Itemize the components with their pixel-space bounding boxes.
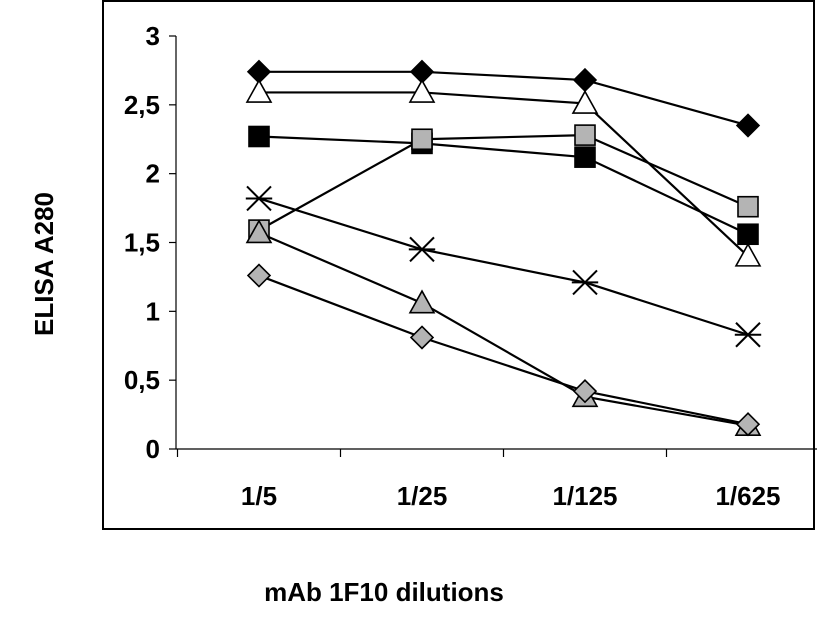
y-axis-ticks: 0 0,5 1 1,5 2 2,5 3 <box>124 21 176 464</box>
data-point <box>735 412 761 437</box>
series-line <box>258 135 749 236</box>
data-point <box>245 219 273 244</box>
data-point <box>737 195 759 218</box>
series-line <box>258 231 749 427</box>
data-point <box>734 322 762 348</box>
data-point <box>574 146 596 168</box>
series-line <box>259 70 749 127</box>
y-tick-label: 0 <box>146 434 160 464</box>
series-line <box>259 91 749 258</box>
x-tick-label: 1/5 <box>241 481 277 511</box>
y-tick-label: 2,5 <box>124 90 160 120</box>
data-point <box>408 289 436 314</box>
data-point <box>245 185 273 212</box>
x-axis-title: mAb 1F10 dilutions <box>264 577 504 607</box>
y-tick-label: 2 <box>146 159 160 189</box>
x-tick-label: 1/625 <box>715 481 780 511</box>
data-point <box>572 67 598 93</box>
data-point <box>408 236 436 263</box>
y-tick-label: 3 <box>146 21 160 51</box>
series-line <box>258 274 749 426</box>
series-layer <box>245 59 762 437</box>
data-point <box>571 89 599 114</box>
y-tick-label: 1,5 <box>124 228 160 258</box>
y-tick-label: 0,5 <box>124 365 160 395</box>
plot-frame <box>102 0 815 530</box>
series-line <box>258 197 749 336</box>
data-point <box>409 325 435 350</box>
data-point <box>245 78 273 103</box>
series-line <box>258 134 749 232</box>
data-point <box>574 124 596 146</box>
data-point <box>734 242 762 267</box>
data-point <box>737 223 759 246</box>
data-point <box>735 113 761 138</box>
data-point <box>248 125 270 148</box>
data-point <box>572 379 598 404</box>
x-axis-ticks: 1/5 1/25 1/125 1/625 <box>176 449 781 511</box>
x-tick-label: 1/125 <box>552 481 617 511</box>
x-tick-label: 1/25 <box>397 481 448 511</box>
y-axis-title: ELISA A280 <box>29 192 59 336</box>
data-point <box>246 263 272 288</box>
data-point <box>571 269 599 296</box>
data-point <box>411 128 433 151</box>
y-tick-label: 1 <box>146 296 160 326</box>
data-point <box>408 78 436 103</box>
